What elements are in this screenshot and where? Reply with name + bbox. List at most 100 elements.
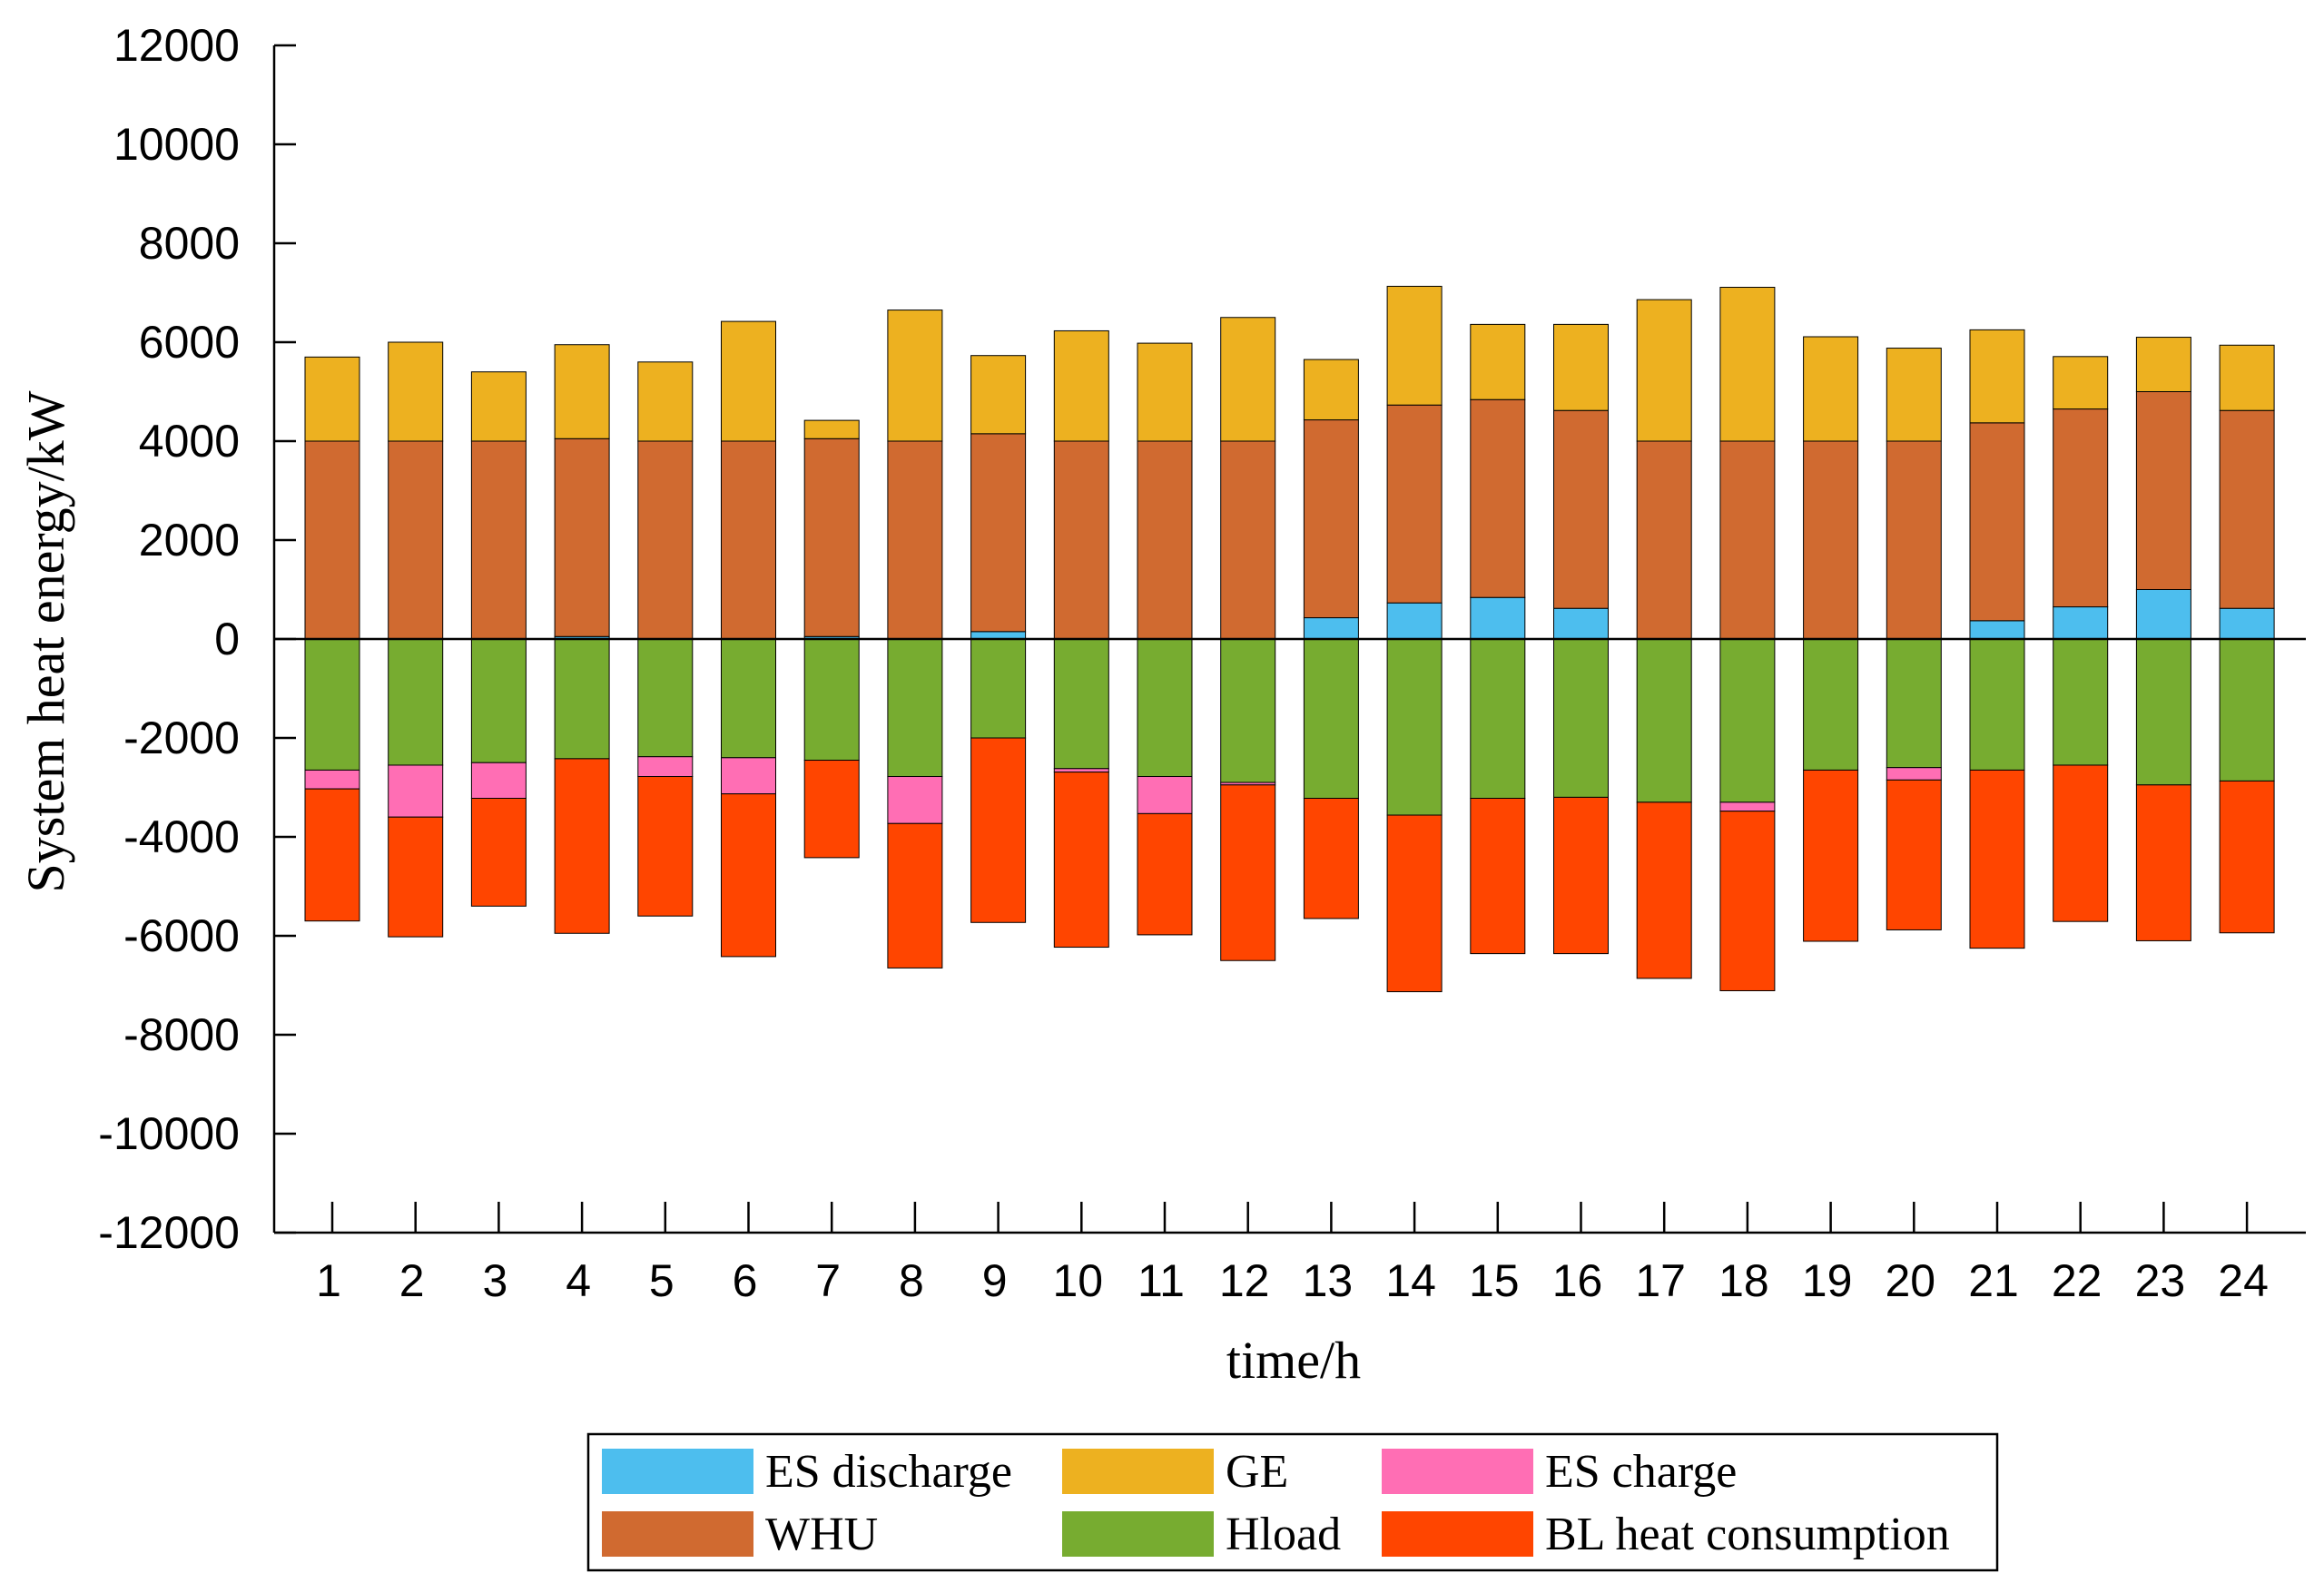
- x-tick-label: 4: [566, 1255, 591, 1306]
- bar-segment-whu: [1386, 404, 1443, 604]
- bar-segment-whu: [2135, 391, 2191, 590]
- legend-swatch: [1062, 1511, 1214, 1557]
- bar-segment-ge: [1386, 285, 1443, 406]
- bar-segment-whu: [304, 440, 360, 640]
- bar-segment-hload: [1969, 638, 2025, 771]
- bar-segment-whu: [1969, 422, 2025, 622]
- bar-segment-bl-heat-consumption: [637, 776, 694, 917]
- bar-segment-es-discharge: [1470, 596, 1526, 640]
- y-tick-label: -2000: [123, 713, 240, 763]
- x-tick-label: 12: [1219, 1255, 1270, 1306]
- bar-segment-ge: [1803, 336, 1859, 442]
- x-tick-label: 10: [1052, 1255, 1103, 1306]
- y-tick-label: -4000: [123, 811, 240, 862]
- legend-swatch: [1062, 1449, 1214, 1494]
- legend-swatch: [602, 1511, 753, 1557]
- bar-segment-whu: [388, 440, 444, 640]
- x-axis-title: time/h: [1226, 1331, 1361, 1390]
- bar-segment-whu: [1553, 409, 1609, 609]
- x-tick-label: 3: [482, 1255, 507, 1306]
- x-tick-label: 21: [1968, 1255, 2019, 1306]
- bar-segment-hload: [887, 638, 943, 778]
- bar-segment-bl-heat-consumption: [1220, 784, 1276, 961]
- legend-label: BL heat consumption: [1545, 1509, 1950, 1560]
- x-tick-label: 16: [1552, 1255, 1603, 1306]
- bar-segment-hload: [388, 638, 444, 766]
- bar-segment-whu: [1303, 419, 1359, 619]
- bar-segment-hload: [1137, 638, 1193, 778]
- bar-segment-bl-heat-consumption: [1969, 769, 2025, 949]
- bar-segment-bl-heat-consumption: [721, 793, 776, 958]
- y-tick-label: -6000: [123, 910, 240, 961]
- bar-segment-hload: [2219, 638, 2275, 782]
- bar-segment-whu: [637, 440, 694, 640]
- bar-segment-whu: [970, 433, 1027, 633]
- legend-swatch: [602, 1449, 753, 1494]
- bar-segment-whu: [2219, 409, 2275, 609]
- bar-segment-whu: [1803, 440, 1859, 640]
- bar-segment-bl-heat-consumption: [2053, 764, 2109, 922]
- bar-segment-es-discharge: [1553, 607, 1609, 640]
- bar-segment-es-charge: [1886, 767, 1942, 781]
- bar-segment-ge: [470, 371, 527, 442]
- bar-segment-hload: [1803, 638, 1859, 771]
- bar-segment-bl-heat-consumption: [1719, 811, 1776, 991]
- bar-segment-whu: [721, 440, 776, 640]
- bar-segment-bl-heat-consumption: [1636, 801, 1692, 979]
- bar-segment-es-discharge: [1969, 620, 2025, 640]
- bar-segment-whu: [470, 440, 527, 640]
- bar-segment-bl-heat-consumption: [1803, 769, 1859, 942]
- bar-segment-ge: [1553, 323, 1609, 411]
- x-tick-label: 15: [1469, 1255, 1520, 1306]
- bar-segment-ge: [2219, 344, 2275, 411]
- x-tick-label: 6: [733, 1255, 758, 1306]
- bar-segment-hload: [1053, 638, 1109, 770]
- bar-segment-bl-heat-consumption: [470, 797, 527, 907]
- bar-segment-hload: [470, 638, 527, 763]
- x-tick-label: 23: [2135, 1255, 2186, 1306]
- bar-segment-bl-heat-consumption: [1470, 797, 1526, 955]
- bar-segment-es-charge: [1053, 768, 1109, 773]
- legend: ES discharge GE ES charge WHU Hload BL heat c…: [586, 1432, 1999, 1572]
- bar-segment-ge: [1470, 323, 1526, 400]
- bar-segment-hload: [1886, 638, 1942, 769]
- bar-segment-hload: [970, 638, 1027, 739]
- bar-segment-es-charge: [721, 757, 776, 795]
- bar-segment-ge: [554, 344, 610, 439]
- x-tick-label: 22: [2052, 1255, 2102, 1306]
- bar-segment-ge: [2135, 337, 2191, 392]
- bar-segment-es-discharge: [2135, 589, 2191, 640]
- x-tick-label: 9: [982, 1255, 1008, 1306]
- bar-segment-bl-heat-consumption: [1053, 772, 1109, 949]
- y-tick-label: 6000: [139, 317, 240, 368]
- bar-segment-bl-heat-consumption: [970, 737, 1027, 923]
- bar-segment-hload: [1636, 638, 1692, 803]
- bar-segment-es-charge: [637, 756, 694, 778]
- y-tick-label: 2000: [139, 515, 240, 565]
- x-tick-label: 18: [1718, 1255, 1769, 1306]
- bar-segment-hload: [1553, 638, 1609, 798]
- bar-segment-whu: [803, 438, 860, 637]
- legend-swatch: [1382, 1449, 1533, 1494]
- bar-segment-whu: [1220, 440, 1276, 640]
- bar-segment-ge: [887, 310, 943, 442]
- y-tick-label: 4000: [139, 416, 240, 467]
- x-tick-label: 1: [316, 1255, 341, 1306]
- bar-segment-whu: [1137, 440, 1193, 640]
- x-tick-label: 11: [1137, 1255, 1185, 1306]
- bar-segment-bl-heat-consumption: [1553, 796, 1609, 955]
- legend-label: WHU: [765, 1509, 878, 1560]
- y-tick-label: -8000: [123, 1009, 240, 1060]
- y-axis-title: System heat energy/kW: [16, 390, 75, 892]
- x-tick-label: 2: [399, 1255, 425, 1306]
- bar-segment-bl-heat-consumption: [1137, 812, 1193, 936]
- bar-segment-ge: [1969, 329, 2025, 424]
- bar-segment-ge: [304, 356, 360, 442]
- bar-segment-bl-heat-consumption: [1386, 814, 1443, 993]
- bar-segment-ge: [1303, 359, 1359, 421]
- x-tick-label: 13: [1303, 1255, 1354, 1306]
- bar-segment-ge: [803, 419, 860, 439]
- bar-segment-bl-heat-consumption: [1303, 797, 1359, 919]
- bar-segment-bl-heat-consumption: [2219, 780, 2275, 934]
